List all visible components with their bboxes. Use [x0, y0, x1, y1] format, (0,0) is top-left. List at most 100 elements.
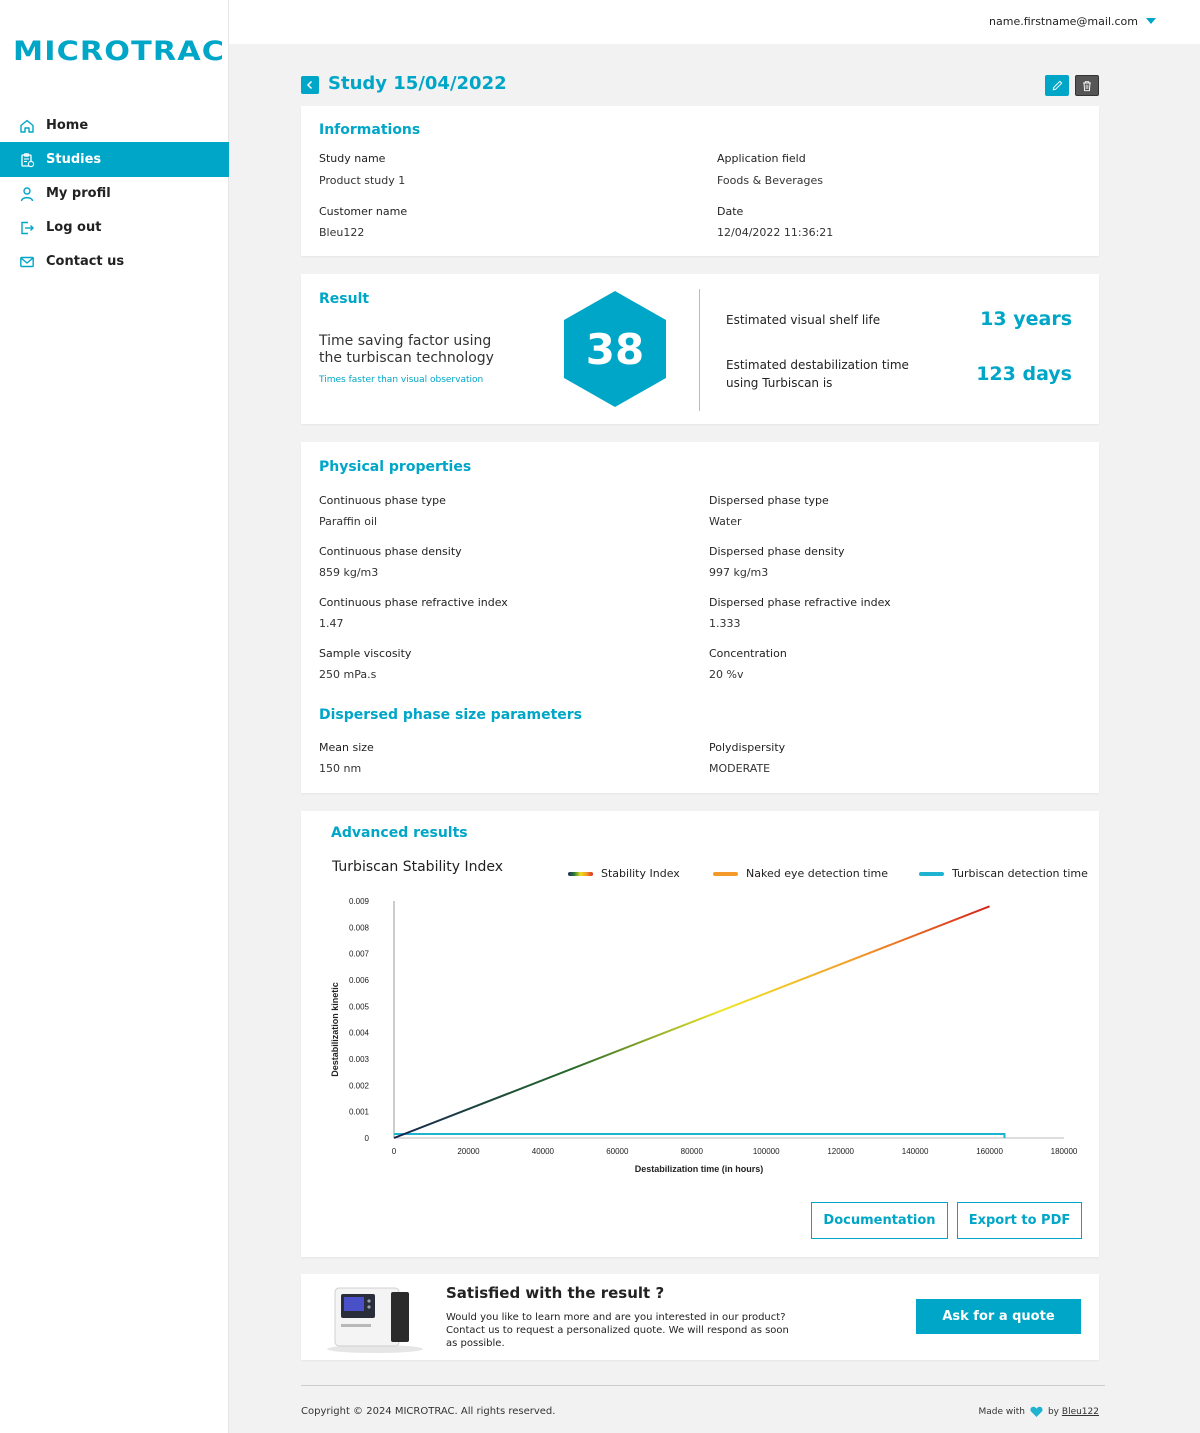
- logo[interactable]: MICROTRAC: [13, 36, 226, 67]
- sidebar-item-home[interactable]: Home: [0, 108, 229, 143]
- quote-text-line2: Contact us to request a personalized quo…: [446, 1325, 789, 1336]
- documentation-button[interactable]: Documentation: [811, 1202, 948, 1239]
- concentration-value: 20 %v: [709, 668, 744, 681]
- x-tick-label: 140000: [902, 1147, 929, 1156]
- factor-hexagon: 38: [564, 291, 666, 407]
- y-tick-label: 0.009: [349, 897, 370, 906]
- trash-icon: [1083, 80, 1091, 91]
- destab-value: 123 days: [976, 363, 1072, 385]
- destab-label-line1: Estimated destabilization time: [726, 358, 909, 372]
- cont-density-label: Continuous phase density: [319, 545, 462, 558]
- made-with-label: Made with: [978, 1407, 1025, 1417]
- size-parameters-title: Dispersed phase size parameters: [319, 707, 583, 723]
- legend-naked-eye[interactable]: Naked eye detection time: [713, 867, 888, 880]
- legend-label: Stability Index: [601, 867, 680, 880]
- application-field-value: Foods & Beverages: [717, 174, 824, 187]
- legend-swatch: [713, 871, 738, 876]
- author-link[interactable]: Bleu122: [1061, 1407, 1099, 1417]
- edit-button[interactable]: [1045, 75, 1069, 96]
- informations-title: Informations: [319, 122, 421, 138]
- y-tick-label: 0.002: [349, 1081, 370, 1090]
- result-divider: [699, 289, 700, 411]
- disp-density-label: Dispersed phase density: [709, 545, 845, 558]
- made-with-by: by: [1047, 1407, 1060, 1417]
- application-field-label: Application field: [717, 152, 806, 165]
- heart-icon: [1030, 1406, 1043, 1417]
- logout-icon: [19, 220, 35, 236]
- y-tick-label: 0.007: [349, 950, 370, 959]
- back-button[interactable]: [301, 76, 319, 94]
- destab-label-line2: using Turbiscan is: [726, 376, 833, 390]
- shelf-life-value: 13 years: [980, 308, 1072, 330]
- x-tick-label: 80000: [681, 1147, 704, 1156]
- disp-type-value: Water: [709, 515, 742, 528]
- date-value: 12/04/2022 11:36:21: [717, 226, 834, 239]
- y-tick-label: 0.008: [349, 923, 370, 932]
- mean-size-value: 150 nm: [319, 762, 362, 775]
- y-tick-label: 0.001: [349, 1108, 370, 1117]
- sidebar-item-contact-us[interactable]: Contact us: [0, 244, 229, 279]
- x-tick-label: 100000: [753, 1147, 780, 1156]
- sidebar-nav: Home Studies My profil Log out Contact u…: [0, 108, 229, 278]
- cont-type-label: Continuous phase type: [319, 494, 446, 507]
- legend-swatch: [919, 871, 944, 876]
- x-tick-label: 60000: [606, 1147, 629, 1156]
- quote-title: Satisfied with the result ?: [446, 1284, 665, 1302]
- viscosity-label: Sample viscosity: [319, 647, 412, 660]
- sidebar: MICROTRAC Home Studies My profil Log out: [0, 0, 229, 1433]
- user-icon: [19, 186, 35, 202]
- chart-title: Turbiscan Stability Index: [332, 859, 504, 875]
- cont-type-value: Paraffin oil: [319, 515, 378, 528]
- user-email[interactable]: name.firstname@mail.com: [989, 15, 1138, 28]
- pencil-icon: [1052, 80, 1062, 91]
- sidebar-item-label: Home: [46, 118, 89, 133]
- polydispersity-label: Polydispersity: [709, 741, 786, 754]
- factor-text-line2: the turbiscan technology: [319, 350, 494, 366]
- sidebar-item-label: Log out: [46, 220, 102, 235]
- physical-title: Physical properties: [319, 459, 472, 475]
- cont-ri-label: Continuous phase refractive index: [319, 596, 508, 609]
- x-tick-label: 0: [392, 1147, 397, 1156]
- shelf-life-label: Estimated visual shelf life: [726, 313, 881, 327]
- cont-density-value: 859 kg/m3: [319, 566, 379, 579]
- home-icon: [19, 118, 35, 134]
- disp-ri-value: 1.333: [709, 617, 741, 630]
- series-turbiscan-line: [394, 1133, 1006, 1138]
- factor-value: 38: [585, 324, 645, 374]
- page-title: Study 15/04/2022: [328, 73, 507, 94]
- sidebar-item-studies[interactable]: Studies: [0, 142, 229, 177]
- quote-card: Satisfied with the result ? Would you li…: [301, 1274, 1099, 1360]
- result-title: Result: [319, 291, 370, 307]
- ask-quote-button[interactable]: Ask for a quote: [916, 1299, 1081, 1334]
- disp-density-value: 997 kg/m3: [709, 566, 769, 579]
- copyright: Copyright © 2024 MICROTRAC. All rights r…: [301, 1406, 556, 1417]
- legend-stability-index[interactable]: Stability Index: [568, 867, 680, 880]
- clipboard-icon: [19, 152, 35, 168]
- disp-ri-label: Dispersed phase refractive index: [709, 596, 891, 609]
- top-bar: name.firstname@mail.com: [229, 0, 1200, 44]
- factor-text-line1: Time saving factor using: [319, 333, 492, 349]
- footer-divider: [301, 1385, 1105, 1386]
- export-pdf-button[interactable]: Export to PDF: [957, 1202, 1082, 1239]
- viscosity-value: 250 mPa.s: [319, 668, 377, 681]
- x-axis-label: Destabilization time (in hours): [635, 1164, 764, 1174]
- quote-text-line1: Would you like to learn more and are you…: [446, 1312, 786, 1323]
- chevron-left-icon: [306, 80, 313, 90]
- study-name-label: Study name: [319, 152, 386, 165]
- quote-text-line3: as possible.: [446, 1338, 505, 1349]
- sidebar-item-my-profil[interactable]: My profil: [0, 176, 229, 211]
- result-card: Result Time saving factor using the turb…: [301, 274, 1099, 424]
- legend-turbiscan[interactable]: Turbiscan detection time: [919, 867, 1088, 880]
- title-row: Study 15/04/2022: [301, 73, 1099, 98]
- customer-name-label: Customer name: [319, 205, 408, 218]
- sidebar-item-label: Studies: [46, 152, 102, 167]
- y-tick-label: 0: [365, 1134, 370, 1143]
- physical-properties-card: Physical properties Continuous phase typ…: [301, 442, 1099, 793]
- x-tick-label: 180000: [1051, 1147, 1078, 1156]
- sidebar-item-label: My profil: [46, 186, 111, 201]
- delete-button[interactable]: [1075, 75, 1099, 96]
- chevron-down-icon[interactable]: [1146, 18, 1156, 24]
- customer-name-value: Bleu122: [319, 226, 365, 239]
- sidebar-item-log-out[interactable]: Log out: [0, 210, 229, 245]
- y-tick-label: 0.003: [349, 1055, 370, 1064]
